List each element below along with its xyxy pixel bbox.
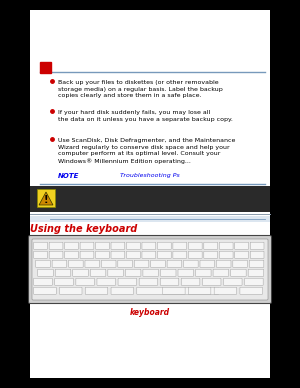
- FancyBboxPatch shape: [55, 278, 73, 285]
- FancyBboxPatch shape: [219, 242, 233, 249]
- FancyBboxPatch shape: [167, 260, 182, 267]
- FancyBboxPatch shape: [108, 269, 123, 276]
- FancyBboxPatch shape: [143, 269, 158, 276]
- FancyBboxPatch shape: [139, 278, 158, 285]
- Bar: [37, 189, 55, 207]
- Text: Using the keyboard: Using the keyboard: [30, 224, 137, 234]
- FancyBboxPatch shape: [200, 260, 214, 267]
- Bar: [30, 10, 270, 378]
- FancyBboxPatch shape: [188, 251, 202, 258]
- FancyBboxPatch shape: [28, 236, 272, 303]
- FancyBboxPatch shape: [69, 260, 83, 267]
- Text: !: !: [44, 195, 48, 205]
- FancyBboxPatch shape: [224, 278, 242, 285]
- FancyBboxPatch shape: [158, 251, 171, 258]
- FancyBboxPatch shape: [85, 260, 100, 267]
- Text: NOTE: NOTE: [58, 173, 80, 179]
- FancyBboxPatch shape: [34, 278, 52, 285]
- Text: Troubleshooting Ps: Troubleshooting Ps: [120, 173, 180, 178]
- FancyBboxPatch shape: [34, 251, 47, 258]
- Bar: [30, 216, 270, 222]
- FancyBboxPatch shape: [142, 242, 156, 249]
- FancyBboxPatch shape: [235, 242, 248, 249]
- Bar: [40, 62, 51, 73]
- FancyBboxPatch shape: [202, 278, 221, 285]
- FancyBboxPatch shape: [250, 242, 264, 249]
- FancyBboxPatch shape: [80, 242, 94, 249]
- FancyBboxPatch shape: [36, 260, 50, 267]
- FancyBboxPatch shape: [250, 251, 264, 258]
- FancyBboxPatch shape: [235, 251, 248, 258]
- FancyBboxPatch shape: [76, 278, 94, 285]
- FancyBboxPatch shape: [111, 242, 125, 249]
- Bar: [30, 186, 270, 212]
- FancyBboxPatch shape: [49, 251, 63, 258]
- FancyBboxPatch shape: [160, 278, 179, 285]
- FancyBboxPatch shape: [96, 251, 109, 258]
- FancyBboxPatch shape: [59, 287, 82, 294]
- FancyBboxPatch shape: [240, 287, 262, 294]
- Text: Use ScanDisk, Disk Defragmenter, and the Maintenance
Wizard regularly to conserv: Use ScanDisk, Disk Defragmenter, and the…: [58, 138, 236, 164]
- FancyBboxPatch shape: [85, 287, 108, 294]
- FancyBboxPatch shape: [213, 269, 229, 276]
- FancyBboxPatch shape: [249, 260, 264, 267]
- FancyBboxPatch shape: [101, 260, 116, 267]
- FancyBboxPatch shape: [49, 242, 63, 249]
- FancyBboxPatch shape: [127, 251, 140, 258]
- FancyBboxPatch shape: [181, 278, 200, 285]
- FancyBboxPatch shape: [55, 269, 71, 276]
- FancyBboxPatch shape: [127, 242, 140, 249]
- FancyBboxPatch shape: [196, 269, 211, 276]
- FancyBboxPatch shape: [244, 278, 263, 285]
- FancyBboxPatch shape: [34, 242, 47, 249]
- FancyBboxPatch shape: [151, 260, 165, 267]
- FancyBboxPatch shape: [111, 287, 134, 294]
- FancyBboxPatch shape: [80, 251, 94, 258]
- FancyBboxPatch shape: [142, 251, 156, 258]
- FancyBboxPatch shape: [97, 278, 116, 285]
- Text: keyboard: keyboard: [130, 308, 170, 317]
- FancyBboxPatch shape: [173, 242, 187, 249]
- FancyBboxPatch shape: [64, 251, 78, 258]
- FancyBboxPatch shape: [216, 260, 231, 267]
- FancyBboxPatch shape: [188, 242, 202, 249]
- FancyBboxPatch shape: [90, 269, 106, 276]
- FancyBboxPatch shape: [248, 269, 264, 276]
- FancyBboxPatch shape: [38, 269, 53, 276]
- FancyBboxPatch shape: [73, 269, 88, 276]
- Text: If your hard disk suddenly fails, you may lose all
the data on it unless you hav: If your hard disk suddenly fails, you ma…: [58, 110, 233, 121]
- FancyBboxPatch shape: [158, 242, 171, 249]
- FancyBboxPatch shape: [32, 239, 268, 300]
- FancyBboxPatch shape: [96, 242, 109, 249]
- FancyBboxPatch shape: [214, 287, 237, 294]
- FancyBboxPatch shape: [178, 269, 194, 276]
- FancyBboxPatch shape: [52, 260, 67, 267]
- FancyBboxPatch shape: [118, 260, 132, 267]
- FancyBboxPatch shape: [233, 260, 248, 267]
- FancyBboxPatch shape: [111, 251, 125, 258]
- FancyBboxPatch shape: [204, 251, 218, 258]
- FancyBboxPatch shape: [219, 251, 233, 258]
- FancyBboxPatch shape: [188, 287, 211, 294]
- FancyBboxPatch shape: [118, 278, 136, 285]
- FancyBboxPatch shape: [125, 269, 141, 276]
- FancyBboxPatch shape: [173, 251, 187, 258]
- FancyBboxPatch shape: [204, 242, 218, 249]
- FancyBboxPatch shape: [163, 287, 185, 294]
- Polygon shape: [39, 192, 53, 205]
- FancyBboxPatch shape: [34, 287, 56, 294]
- FancyBboxPatch shape: [160, 269, 176, 276]
- FancyBboxPatch shape: [184, 260, 198, 267]
- FancyBboxPatch shape: [137, 287, 219, 294]
- FancyBboxPatch shape: [231, 269, 246, 276]
- FancyBboxPatch shape: [134, 260, 149, 267]
- FancyBboxPatch shape: [64, 242, 78, 249]
- Text: Back up your files to diskettes (or other removable
storage media) on a regular : Back up your files to diskettes (or othe…: [58, 80, 223, 98]
